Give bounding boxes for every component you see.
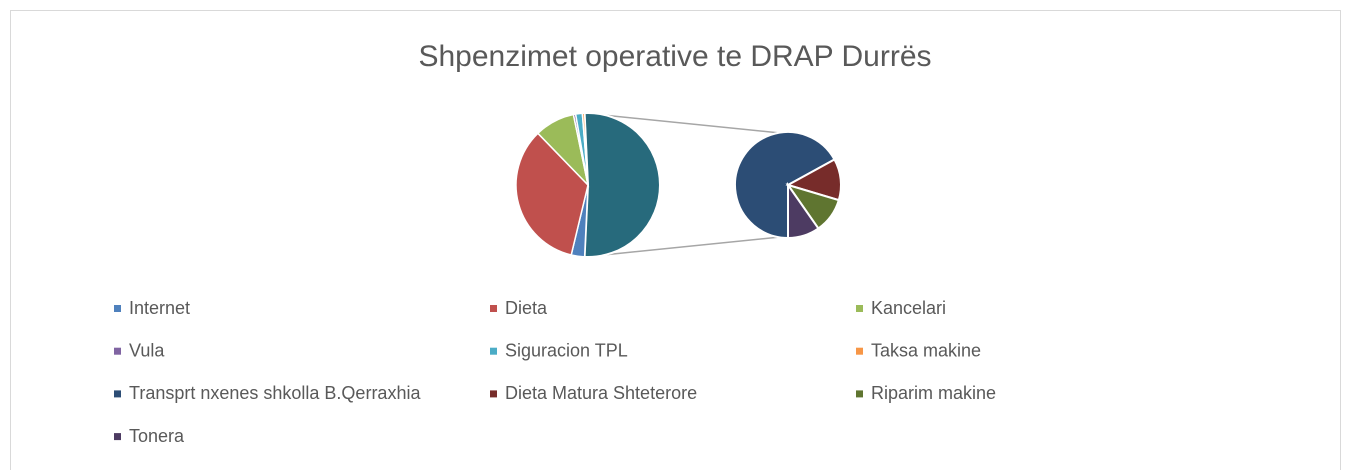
chart-title: Shpenzimet operative te DRAP Durrës [418, 40, 931, 73]
chart-border [10, 10, 1341, 470]
legend-label: Riparim makine [871, 383, 996, 403]
pie-slice [734, 131, 836, 240]
legend-marker [856, 347, 863, 355]
legend-label: Kancelari [871, 298, 946, 318]
legend-marker [114, 347, 121, 355]
legend-label: Transprt nxenes shkolla B.Qerraxhia [129, 383, 421, 403]
legend-marker [490, 390, 497, 398]
legend-label: Taksa makine [871, 340, 981, 360]
legend-label: Dieta Matura Shteterore [505, 383, 697, 403]
legend-marker [114, 390, 121, 398]
legend-label: Siguracion TPL [505, 340, 628, 360]
legend-label: Internet [129, 298, 190, 318]
legend-label: Vula [129, 340, 165, 360]
legend-marker [490, 305, 497, 312]
legend-marker [856, 305, 863, 312]
connector-line [584, 236, 781, 258]
legend-marker [114, 433, 121, 441]
legend-marker [490, 347, 497, 355]
connector-line [584, 112, 781, 134]
pie-slice [515, 132, 589, 256]
pie-slice [787, 181, 820, 240]
legend-marker [114, 305, 121, 312]
legend-label: Dieta [505, 298, 548, 318]
legend-label: Tonera [129, 426, 185, 446]
pie-slice [581, 112, 589, 186]
pie-slice-other [583, 112, 661, 258]
legend-marker [856, 390, 863, 398]
